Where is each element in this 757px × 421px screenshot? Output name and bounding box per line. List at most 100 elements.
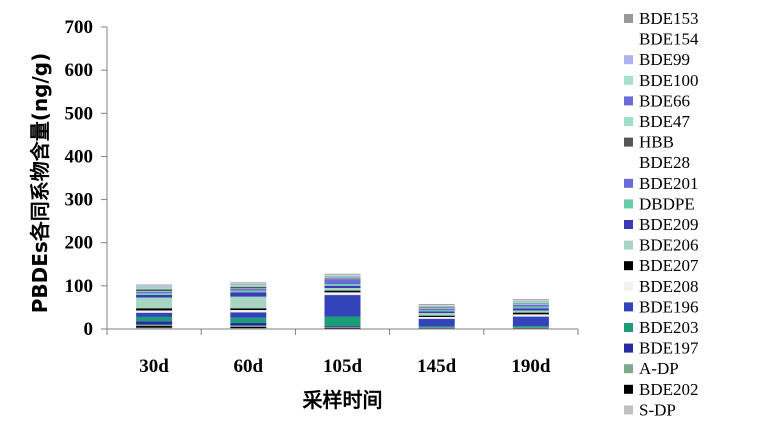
legend-label: BDE154 xyxy=(639,30,699,49)
bar-segment-HBB xyxy=(230,286,267,289)
bar-segment-A-DP xyxy=(324,326,361,328)
bar-segment-BDE201 xyxy=(512,304,549,307)
bar-segment-DBDPE xyxy=(418,310,455,312)
legend-label: BDE100 xyxy=(639,71,699,90)
legend-item-S-DP: S-DP xyxy=(624,400,676,419)
bar-segment-BDE153 xyxy=(512,299,549,301)
y-axis-title: PBDEs各同系物含量(ng/g) xyxy=(28,53,52,314)
legend-item-BDE154: BDE154 xyxy=(639,30,699,49)
bar-segment-BDE203 xyxy=(324,316,361,326)
legend-label: BDE99 xyxy=(639,50,690,69)
bar-segment-BDE208 xyxy=(512,314,550,317)
legend-label: BDE202 xyxy=(639,380,699,399)
bar-segment-BDE202 xyxy=(136,325,173,328)
x-axis-title: 采样时间 xyxy=(303,388,383,412)
legend-label: BDE66 xyxy=(639,91,690,110)
legend-swatch xyxy=(624,281,633,291)
y-tick-label: 400 xyxy=(65,146,94,167)
bar-segment-BDE203 xyxy=(512,325,549,328)
bar-segment-BDE208 xyxy=(418,316,455,319)
bar-segment-BDE207 xyxy=(512,312,549,315)
legend-item-HBB: HBB xyxy=(624,133,674,152)
legend-item-BDE196: BDE196 xyxy=(624,297,699,316)
bar-segment-BDE196 xyxy=(230,312,267,318)
legend-label: BDE197 xyxy=(639,339,699,358)
bar-segment-BDE153 xyxy=(418,303,455,305)
bar-segment-BDE201 xyxy=(136,291,173,294)
bar-segment-BDE209 xyxy=(230,292,267,297)
bar-segment-BDE206 xyxy=(418,313,455,316)
legend-label: BDE28 xyxy=(639,153,690,172)
bar-segment-BDE196 xyxy=(512,316,549,326)
bar-segment-HBB xyxy=(418,307,455,309)
bar-segment-BDE208 xyxy=(135,310,173,313)
bar-segment-BDE206 xyxy=(136,297,173,309)
x-axis-ticks: 30d 60d 105d 145d 190d xyxy=(106,329,579,377)
x-tick-label: 145d xyxy=(417,356,457,377)
bar-segment-BDE206 xyxy=(324,288,361,291)
legend-label: BDE209 xyxy=(639,215,699,234)
bar-segment-DBDPE xyxy=(230,290,267,293)
bar-segment-BDE207 xyxy=(230,308,267,311)
bar-segment-BDE201 xyxy=(230,288,267,291)
bar-segment-BDE207 xyxy=(418,315,455,317)
legend-swatch xyxy=(624,220,633,229)
bar-stack-190d xyxy=(512,299,550,329)
legend-item-BDE203: BDE203 xyxy=(624,318,699,337)
bar-segment-BDE207 xyxy=(324,290,361,293)
legend-item-BDE201: BDE201 xyxy=(624,174,699,193)
legend-label: S-DP xyxy=(639,400,676,419)
bar-segment-BDE201 xyxy=(324,278,361,285)
bar-segment-DBDPE xyxy=(512,306,549,309)
legend-swatch xyxy=(624,405,633,415)
bar-segment-BDE208 xyxy=(230,309,267,313)
bar-segment-BDE47 xyxy=(418,306,455,308)
bar-segment-BDE207 xyxy=(136,308,173,311)
bar-segment-BDE47 xyxy=(230,284,267,287)
y-tick-label: 600 xyxy=(65,60,94,81)
legend-label: HBB xyxy=(639,133,674,152)
bar-segment-BDE203 xyxy=(418,326,455,328)
bar-segment-BDE197 xyxy=(324,325,361,327)
bar-segment-BDE196 xyxy=(418,318,455,327)
bar-segment-HBB xyxy=(324,277,361,279)
bar-segment-BDE208 xyxy=(324,292,361,296)
legend-label: BDE207 xyxy=(639,256,699,275)
y-tick-label: 700 xyxy=(65,17,94,38)
bar-stack-105d xyxy=(324,273,361,329)
legend: BDE153BDE154BDE99BDE100BDE66BDE47HBBBDE2… xyxy=(624,9,699,419)
bar-segment-BDE197 xyxy=(136,321,173,325)
legend-swatch xyxy=(624,55,633,65)
y-tick-label: 100 xyxy=(65,276,94,297)
legend-swatch xyxy=(624,240,633,250)
bar-segment-BDE153 xyxy=(136,284,173,286)
legend-swatch xyxy=(624,117,633,126)
legend-item-BDE206: BDE206 xyxy=(624,236,699,255)
x-tick-label: 30d xyxy=(139,356,169,377)
legend-label: BDE153 xyxy=(639,9,699,28)
bar-segment-BDE206 xyxy=(230,296,267,309)
bar-segment-BDE196 xyxy=(136,312,173,317)
bar-segment-BDE153 xyxy=(230,282,267,284)
legend-item-BDE99: BDE99 xyxy=(624,50,690,69)
legend-item-BDE100: BDE100 xyxy=(624,71,699,90)
legend-label: DBDPE xyxy=(639,194,695,213)
legend-swatch xyxy=(624,364,633,374)
bar-stack-145d xyxy=(418,303,455,329)
legend-swatch xyxy=(624,261,633,271)
legend-label: BDE203 xyxy=(639,318,699,337)
legend-item-BDE47: BDE47 xyxy=(624,112,691,131)
x-tick-label: 190d xyxy=(511,356,551,377)
y-tick-label: 300 xyxy=(65,190,94,211)
bar-segment-BDE153 xyxy=(324,273,361,275)
legend-swatch xyxy=(624,75,633,85)
bar-segment-DBDPE xyxy=(324,284,361,286)
legend-swatch xyxy=(624,199,633,209)
bar-segment-BDE203 xyxy=(136,316,173,322)
y-axis-ticks: 0 100 200 300 400 500 600 700 xyxy=(65,17,107,340)
bar-stack-30d xyxy=(135,284,173,329)
bar-segment-BDE202 xyxy=(324,327,361,329)
bar-stack-60d xyxy=(230,282,267,329)
bar-segment-BDE201 xyxy=(418,308,455,311)
